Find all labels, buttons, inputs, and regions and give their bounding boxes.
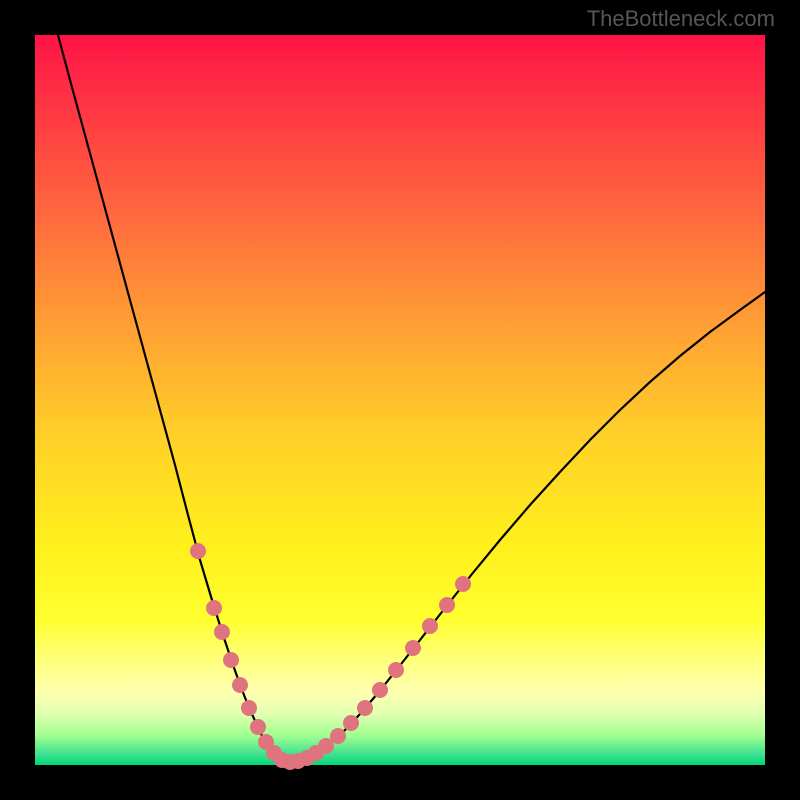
- curve-layer: [0, 0, 800, 800]
- data-marker: [439, 597, 455, 613]
- data-marker: [455, 576, 471, 592]
- chart-container: TheBottleneck.com: [0, 0, 800, 800]
- data-marker: [223, 652, 239, 668]
- data-marker: [190, 543, 206, 559]
- data-marker: [422, 618, 438, 634]
- marker-layer: [190, 543, 471, 770]
- data-marker: [250, 719, 266, 735]
- data-marker: [206, 600, 222, 616]
- watermark: TheBottleneck.com: [587, 6, 775, 32]
- data-marker: [357, 700, 373, 716]
- data-marker: [241, 700, 257, 716]
- data-marker: [330, 728, 346, 744]
- data-marker: [372, 682, 388, 698]
- curve-right: [290, 292, 765, 762]
- data-marker: [343, 715, 359, 731]
- data-marker: [214, 624, 230, 640]
- data-marker: [405, 640, 421, 656]
- data-marker: [232, 677, 248, 693]
- curve-left: [58, 35, 290, 762]
- data-marker: [388, 662, 404, 678]
